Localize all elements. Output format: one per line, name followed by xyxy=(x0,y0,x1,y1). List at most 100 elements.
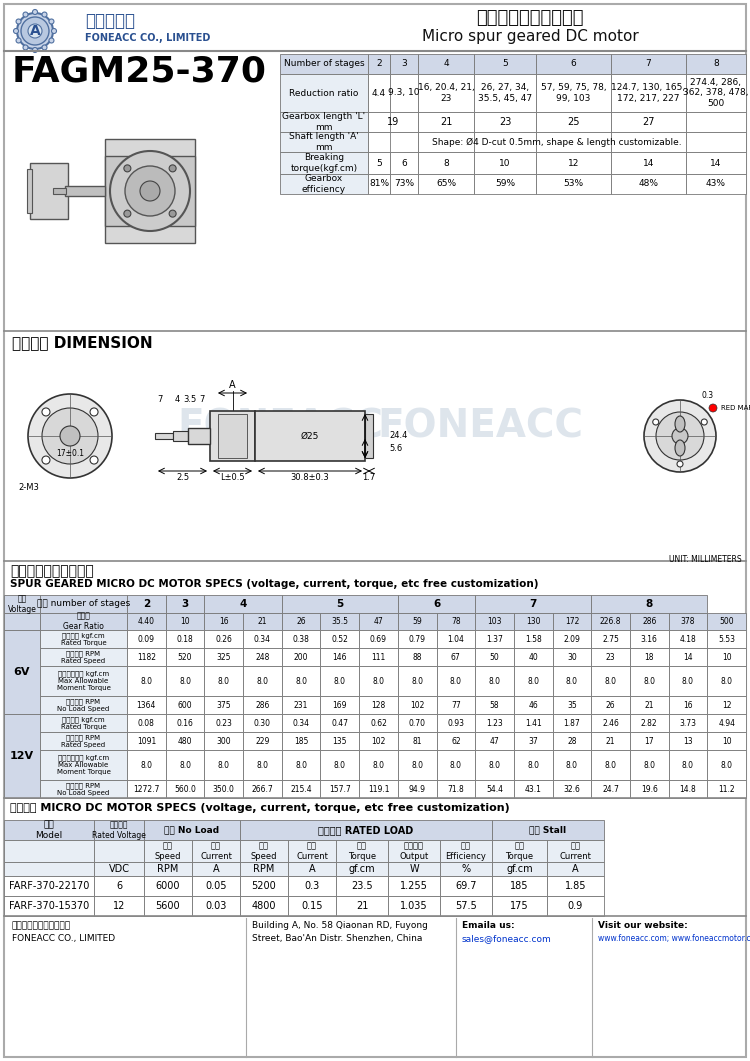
Text: 1091: 1091 xyxy=(136,736,156,746)
FancyBboxPatch shape xyxy=(4,595,40,613)
FancyBboxPatch shape xyxy=(243,750,282,780)
Text: 0.47: 0.47 xyxy=(332,718,348,728)
FancyBboxPatch shape xyxy=(440,862,492,876)
Text: 0.08: 0.08 xyxy=(138,718,154,728)
FancyBboxPatch shape xyxy=(440,876,492,895)
FancyBboxPatch shape xyxy=(127,714,166,732)
Text: 额定负载 RATED LOAD: 额定负载 RATED LOAD xyxy=(318,825,414,835)
FancyBboxPatch shape xyxy=(536,152,611,174)
Circle shape xyxy=(49,38,54,44)
Text: A: A xyxy=(572,864,579,874)
FancyBboxPatch shape xyxy=(280,174,368,194)
FancyBboxPatch shape xyxy=(144,876,192,895)
Text: 4: 4 xyxy=(443,59,448,69)
Text: gf.cm: gf.cm xyxy=(349,864,375,874)
FancyBboxPatch shape xyxy=(707,630,746,648)
Text: 8.0: 8.0 xyxy=(604,761,616,769)
Text: 21: 21 xyxy=(356,901,368,911)
Text: 电机参数 MICRO DC MOTOR SPECS (voltage, current, torque, etc free customization): 电机参数 MICRO DC MOTOR SPECS (voltage, curr… xyxy=(10,803,510,813)
Text: 5600: 5600 xyxy=(156,901,180,911)
FancyBboxPatch shape xyxy=(390,174,418,194)
Text: 颗定扈力 kgf.cm
Rated Torque: 颗定扈力 kgf.cm Rated Torque xyxy=(61,716,106,730)
Text: A: A xyxy=(309,864,315,874)
FancyBboxPatch shape xyxy=(4,613,40,630)
Text: 0.09: 0.09 xyxy=(138,634,154,644)
Text: RPM: RPM xyxy=(158,864,178,874)
FancyBboxPatch shape xyxy=(359,696,398,714)
Text: FARF-370-15370: FARF-370-15370 xyxy=(9,901,89,911)
FancyBboxPatch shape xyxy=(240,862,288,876)
Text: 3.73: 3.73 xyxy=(680,718,697,728)
FancyBboxPatch shape xyxy=(492,876,547,895)
Text: 286: 286 xyxy=(642,618,656,626)
FancyBboxPatch shape xyxy=(630,696,669,714)
FancyBboxPatch shape xyxy=(94,820,144,840)
Text: 10: 10 xyxy=(722,653,731,661)
Text: 1364: 1364 xyxy=(136,700,156,710)
FancyBboxPatch shape xyxy=(436,696,476,714)
FancyBboxPatch shape xyxy=(553,613,591,630)
Circle shape xyxy=(49,19,54,24)
FancyBboxPatch shape xyxy=(288,876,336,895)
Text: 瞬间容许扈力 kgf.cm
Max Allowable
Moment Torque: 瞬间容许扈力 kgf.cm Max Allowable Moment Torqu… xyxy=(56,671,110,692)
Text: 600: 600 xyxy=(178,700,192,710)
FancyBboxPatch shape xyxy=(359,714,398,732)
FancyBboxPatch shape xyxy=(398,732,436,750)
FancyBboxPatch shape xyxy=(368,132,390,152)
FancyBboxPatch shape xyxy=(707,714,746,732)
FancyBboxPatch shape xyxy=(611,74,686,112)
FancyBboxPatch shape xyxy=(474,74,536,112)
Text: 0.79: 0.79 xyxy=(409,634,426,644)
Text: 8.0: 8.0 xyxy=(217,761,229,769)
FancyBboxPatch shape xyxy=(94,876,144,895)
FancyBboxPatch shape xyxy=(243,732,282,750)
FancyBboxPatch shape xyxy=(390,112,418,132)
Text: 59%: 59% xyxy=(495,179,515,189)
Text: 10: 10 xyxy=(180,618,190,626)
Text: 1182: 1182 xyxy=(136,653,156,661)
Text: 17: 17 xyxy=(644,736,654,746)
Text: 2: 2 xyxy=(142,599,150,609)
FancyBboxPatch shape xyxy=(669,648,707,666)
Text: A: A xyxy=(230,380,236,390)
Ellipse shape xyxy=(675,416,685,432)
Circle shape xyxy=(42,408,50,416)
FancyBboxPatch shape xyxy=(611,54,686,74)
FancyBboxPatch shape xyxy=(218,414,247,458)
FancyBboxPatch shape xyxy=(166,780,204,798)
FancyBboxPatch shape xyxy=(282,613,320,630)
Text: 1.41: 1.41 xyxy=(525,718,542,728)
Text: 50: 50 xyxy=(490,653,500,661)
FancyBboxPatch shape xyxy=(553,696,591,714)
FancyBboxPatch shape xyxy=(188,428,210,443)
Text: A: A xyxy=(213,864,219,874)
Text: 额定电压
Rated Voltage: 额定电压 Rated Voltage xyxy=(92,820,146,839)
FancyBboxPatch shape xyxy=(492,895,547,916)
Text: L±0.5: L±0.5 xyxy=(220,473,245,483)
Text: 59: 59 xyxy=(413,618,422,626)
Text: 8.0: 8.0 xyxy=(334,761,346,769)
FancyBboxPatch shape xyxy=(27,169,32,213)
FancyBboxPatch shape xyxy=(127,732,166,750)
Text: 8.0: 8.0 xyxy=(256,761,268,769)
FancyBboxPatch shape xyxy=(40,696,127,714)
FancyBboxPatch shape xyxy=(630,750,669,780)
FancyBboxPatch shape xyxy=(40,613,127,630)
Text: Gearbox
efficiency: Gearbox efficiency xyxy=(302,174,346,194)
Text: 1.58: 1.58 xyxy=(525,634,542,644)
FancyBboxPatch shape xyxy=(418,74,474,112)
Text: 1.37: 1.37 xyxy=(486,634,503,644)
FancyBboxPatch shape xyxy=(40,648,127,666)
Text: 231: 231 xyxy=(294,700,308,710)
FancyBboxPatch shape xyxy=(204,630,243,648)
Text: 0.62: 0.62 xyxy=(370,718,387,728)
Text: 1.255: 1.255 xyxy=(400,881,428,891)
Circle shape xyxy=(60,427,80,446)
Text: 8.0: 8.0 xyxy=(334,677,346,685)
FancyBboxPatch shape xyxy=(553,714,591,732)
Text: 30.8±0.3: 30.8±0.3 xyxy=(291,473,329,483)
FancyBboxPatch shape xyxy=(630,666,669,696)
Text: 35.5: 35.5 xyxy=(332,618,348,626)
FancyBboxPatch shape xyxy=(476,648,514,666)
FancyBboxPatch shape xyxy=(166,750,204,780)
